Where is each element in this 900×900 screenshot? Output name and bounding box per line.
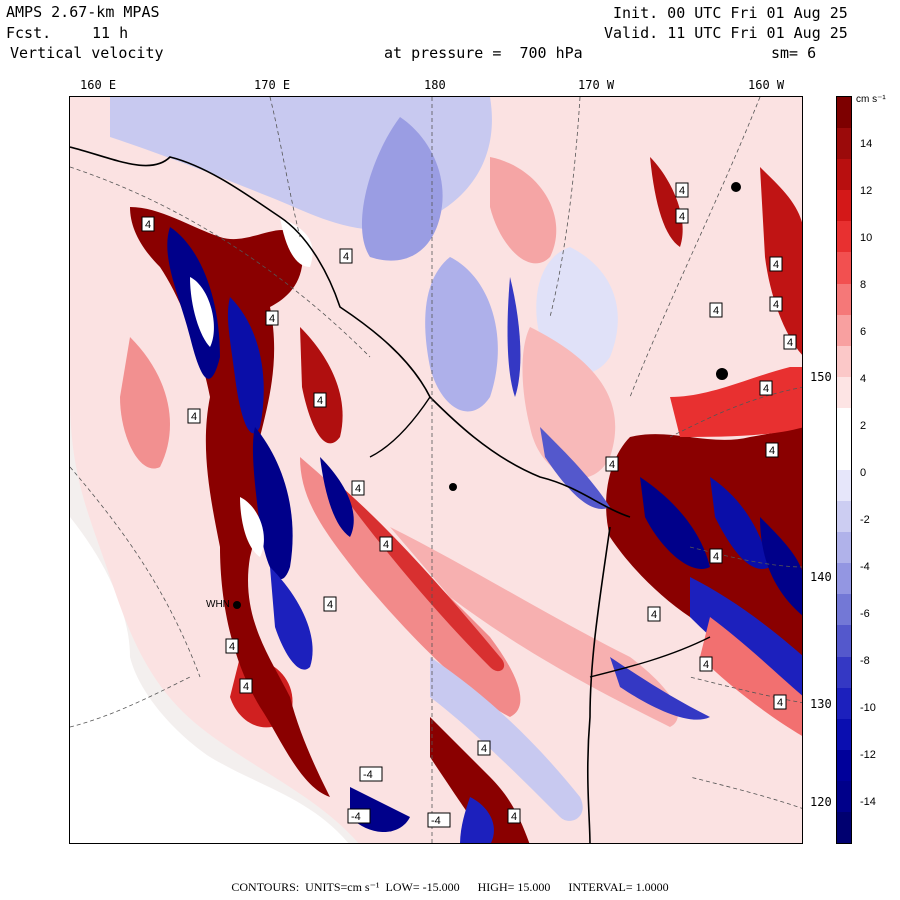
colorbar-segment — [837, 687, 851, 720]
colorbar-tick-label: 6 — [860, 326, 867, 338]
colorbar-segment — [837, 190, 851, 222]
lon-tick: 170 E — [254, 78, 291, 92]
svg-text:4: 4 — [703, 659, 709, 671]
lon-tick: 180 — [424, 78, 446, 92]
contour-info: CONTOURS: UNITS=cm s⁻¹ LOW= -15.000 HIGH… — [0, 880, 900, 895]
colorbar-segment — [837, 749, 851, 782]
colorbar-tick-label: -10 — [860, 702, 876, 714]
svg-text:-4: -4 — [431, 815, 441, 827]
svg-text:4: 4 — [317, 395, 323, 407]
lon-tick: 160 E — [80, 78, 117, 92]
colorbar-tick-label: -14 — [860, 796, 876, 808]
svg-text:4: 4 — [609, 459, 615, 471]
colorbar-tick-label: -8 — [860, 655, 870, 667]
variable-name: Vertical velocity — [10, 44, 164, 62]
colorbar-tick-label: -12 — [860, 749, 876, 761]
lon-tick: 170 W — [578, 78, 615, 92]
svg-text:4: 4 — [713, 305, 719, 317]
colorbar-segment — [837, 252, 851, 284]
svg-text:4: 4 — [269, 313, 275, 325]
svg-text:4: 4 — [773, 299, 779, 311]
svg-text:4: 4 — [355, 483, 361, 495]
model-title: AMPS 2.67-km MPAS — [6, 3, 160, 21]
colorbar-segment — [837, 376, 851, 409]
colorbar-tick-label: 0 — [860, 467, 867, 479]
colorbar-segment — [837, 780, 851, 813]
colorbar-segment — [837, 283, 851, 316]
colorbar-segment — [837, 97, 851, 129]
svg-text:4: 4 — [769, 445, 775, 457]
svg-text:4: 4 — [481, 743, 487, 755]
colorbar-tick-label: 8 — [860, 279, 867, 291]
colorbar-tick-label: -2 — [860, 514, 870, 526]
valid-time: Valid. 11 UTC Fri 01 Aug 25 — [604, 24, 848, 42]
svg-text:-4: -4 — [351, 811, 361, 823]
vertical-velocity-field: 4 4 4 4 4 4 4 4 4 4 4 4 4 4 4 4 4 4 4 4 … — [70, 97, 802, 843]
svg-text:4: 4 — [763, 383, 769, 395]
colorbar-tick-label: 14 — [860, 138, 873, 150]
colorbar-segment — [837, 159, 851, 191]
forecast-hour: 11 h — [92, 24, 129, 42]
colorbar-segment — [837, 501, 851, 533]
svg-text:4: 4 — [679, 211, 685, 223]
high-label: HIGH= 15.000 — [477, 880, 551, 894]
svg-text:4: 4 — [243, 681, 249, 693]
svg-text:4: 4 — [145, 219, 151, 231]
units-label: UNITS=cm s⁻¹ — [305, 880, 380, 894]
low-label: LOW= -15.000 — [385, 880, 460, 894]
colorbar-segment — [837, 811, 851, 844]
svg-text:4: 4 — [787, 337, 793, 349]
colorbar-segment — [837, 128, 851, 160]
colorbar-segment — [837, 594, 851, 626]
colorbar — [836, 96, 852, 844]
svg-text:4: 4 — [679, 185, 685, 197]
forecast-label: Fcst. — [6, 24, 52, 42]
colorbar-segment — [837, 563, 851, 595]
smoothing: sm= 6 — [771, 44, 817, 62]
svg-text:-4: -4 — [363, 769, 373, 781]
init-time: Init. 00 UTC Fri 01 Aug 25 — [613, 4, 848, 22]
svg-text:4: 4 — [343, 251, 349, 263]
colorbar-segment — [837, 470, 851, 502]
interval-label: INTERVAL= 1.0000 — [568, 880, 669, 894]
svg-text:4: 4 — [713, 551, 719, 563]
colorbar-segment — [837, 656, 851, 689]
station-label: WHN — [206, 599, 230, 610]
colorbar-tick-label: 2 — [860, 420, 867, 432]
colorbar-tick-label: -4 — [860, 561, 870, 573]
colorbar-tick-label: 4 — [860, 373, 867, 385]
svg-text:4: 4 — [327, 599, 333, 611]
colorbar-tick-label: -6 — [860, 608, 870, 620]
svg-text:4: 4 — [777, 697, 783, 709]
svg-text:4: 4 — [191, 411, 197, 423]
colorbar-segment — [837, 718, 851, 751]
colorbar-tick-label: 12 — [860, 185, 873, 197]
colorbar-segment — [837, 625, 851, 657]
colorbar-segment — [837, 532, 851, 564]
pressure-level: at pressure = 700 hPa — [384, 44, 583, 62]
svg-text:4: 4 — [383, 539, 389, 551]
colorbar-tick-label: 10 — [860, 232, 873, 244]
svg-text:4: 4 — [651, 609, 657, 621]
colorbar-segment — [837, 407, 851, 440]
colorbar-segment — [837, 221, 851, 253]
lon-tick: 160 W — [748, 78, 785, 92]
map-panel: 4 4 4 4 4 4 4 4 4 4 4 4 4 4 4 4 4 4 4 4 … — [69, 96, 803, 844]
colorbar-units: cm s⁻¹ — [856, 94, 886, 105]
colorbar-segment — [837, 314, 851, 347]
colorbar-segment — [837, 438, 851, 471]
svg-text:4: 4 — [511, 811, 517, 823]
colorbar-segment — [837, 345, 851, 378]
svg-text:4: 4 — [229, 641, 235, 653]
contours-label: CONTOURS: — [231, 880, 300, 894]
svg-text:4: 4 — [773, 259, 779, 271]
